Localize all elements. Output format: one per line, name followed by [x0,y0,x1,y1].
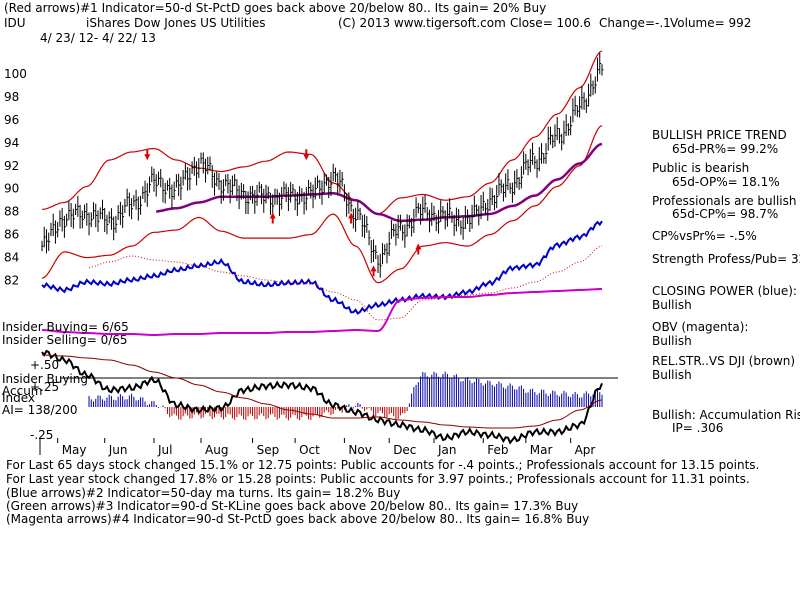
y-axis: 100 98 96 94 92 90 88 86 84 82 [4,67,27,288]
volume-value: Volume= 992 [670,16,752,30]
op-value: 65d-OP%= 18.1% [672,175,780,189]
cp-vs-pr-value: CP%vsPr%= -.5% [652,229,757,243]
cp-value: 65d-CP%= 98.7% [672,207,779,221]
x-tick-label: Nov [348,443,371,457]
symbol-label: IDU [4,16,26,30]
sell-arrow-down [144,149,151,161]
relstr-ma-line [42,354,603,429]
fund-name: iShares Dow Jones US Utilities [86,16,266,30]
closing-power-label: CLOSING POWER (blue): [652,284,797,298]
sell-arrow-down [303,149,310,161]
price-bars [41,52,604,278]
x-tick-label: Jun [108,443,128,457]
upper-band-line [41,50,603,215]
pr-value: 65d-PR%= 99.2% [672,142,779,156]
x-tick-label: May [62,443,87,457]
accum-tick-bottom: -.25 [30,428,54,442]
y-tick-label: 100 [4,67,27,81]
y-tick-label: 84 [4,251,19,265]
y-tick-label: 94 [4,136,19,150]
insider-buying-label: Insider Buying [2,372,88,386]
trend-dotted-line [88,245,603,321]
x-tick-label: Aug [205,443,228,457]
y-tick-label: 98 [4,90,19,104]
x-tick-label: Feb [487,443,508,457]
y-tick-label: 82 [4,274,19,288]
x-tick-label: Dec [393,443,416,457]
buy-arrow-up [269,212,276,224]
indicator-3-text: (Green arrows)#3 Indicator=90-d St-KLine… [6,499,579,513]
buy-arrow-up [348,212,355,224]
obv-status: Bullish [652,334,692,348]
date-range: 4/ 23/ 12- 4/ 22/ 13 [40,31,156,45]
accum-tick-mid: +.25 [30,380,60,394]
y-tick-label: 86 [4,228,19,242]
y-tick-label: 90 [4,182,19,196]
indicator-1-text: (Red arrows)#1 Indicator=50-d St-PctD go… [4,1,547,15]
y-tick-label: 96 [4,113,19,127]
copyright-text: (C) 2013 www.tigersoft.com [338,16,506,30]
ai-value: AI= 138/200 [2,403,78,417]
close-value: Close= 100.6 [510,16,591,30]
buy-arrow-up [415,243,422,255]
x-tick-label: Jul [157,443,172,457]
footer-year: For Last year stock changed 17.8% or 15.… [6,472,750,486]
closing-power-line [41,220,603,315]
x-tick-label: Jan [437,443,457,457]
obv-line [41,288,602,336]
indicator-4-text: (Magenta arrows)#4 Indicator=90-d St-Pct… [6,512,590,526]
obv-label: OBV (magenta): [652,320,749,334]
x-tick-label: Mar [530,443,553,457]
accumulation-status: Bullish: Accumulation Risi [652,408,800,422]
buy-arrow-up [370,265,377,277]
y-tick-label: 92 [4,159,19,173]
footer-65day: For Last 65 days stock changed 15.1% or … [6,458,760,472]
insider-buying: Insider Buying= 6/65 [2,320,129,334]
strength-value: Strength Profess/Pub= 32 [652,252,800,266]
accum-bars [88,371,603,421]
relstr-status: Bullish [652,368,692,382]
index-label: Index [2,391,36,405]
accum-label: Accum [2,384,43,398]
closing-power-status: Bullish [652,298,692,312]
professionals-title: Professionals are bullish [652,194,797,208]
price-panel [41,50,604,336]
ip-value: IP= .306 [672,421,724,435]
accum-tick-top: +.50 [30,358,60,372]
relstr-line [41,349,603,445]
x-tick-label: Apr [575,443,596,457]
lower-band-line [41,125,603,284]
insider-selling: Insider Selling= 0/65 [2,333,128,347]
trend-title: BULLISH PRICE TREND [652,128,787,142]
public-title: Public is bearish [652,161,750,175]
x-tick-label: Oct [299,443,320,457]
x-tick-label: Sep [257,443,280,457]
change-value: Change=-.1 [599,16,671,30]
y-tick-label: 88 [4,205,19,219]
accumulation-panel [39,349,618,455]
x-axis: May Jun Jul Aug Sep Oct Nov Dec Jan Feb Mar Apr [57,438,596,457]
indicator-2-text: (Blue arrows)#2 Indicator=50-day ma turn… [6,486,401,500]
relstr-label: REL.STR..VS DJI (brown) [652,354,796,368]
